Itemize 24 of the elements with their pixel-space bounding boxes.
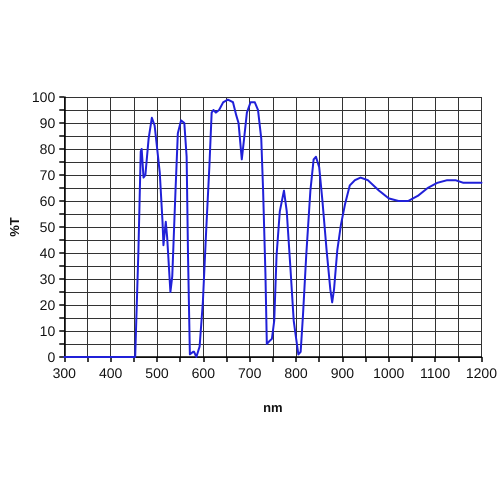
y-tick-label: 20 xyxy=(40,297,56,313)
y-tick-label: 10 xyxy=(40,323,56,339)
x-tick-label: 500 xyxy=(145,365,169,381)
y-tick-label: 80 xyxy=(40,141,56,157)
y-axis-title: %T xyxy=(7,217,22,237)
line-series xyxy=(63,98,482,358)
y-tick-label: 60 xyxy=(40,193,56,209)
y-tick-label: 70 xyxy=(40,167,56,183)
x-tick-label: 800 xyxy=(284,365,308,381)
x-tick-label: 700 xyxy=(238,365,262,381)
y-tick-label: 30 xyxy=(40,271,56,287)
x-axis-title: nm xyxy=(263,400,283,415)
y-tick-label: 0 xyxy=(47,349,56,365)
x-tick-label: 600 xyxy=(192,365,216,381)
x-tick-label: 900 xyxy=(330,365,354,381)
x-tick-label: 1200 xyxy=(466,365,498,381)
y-tick-label: 100 xyxy=(32,89,56,105)
x-tick-label: 1000 xyxy=(373,365,405,381)
x-tick-label: 300 xyxy=(52,365,76,381)
x-tick-label: 1100 xyxy=(420,365,450,381)
y-tick-label: 50 xyxy=(40,219,56,235)
y-tick-label: 40 xyxy=(40,245,56,261)
x-tick-label: 400 xyxy=(98,365,123,381)
y-tick-label: 90 xyxy=(40,115,56,131)
